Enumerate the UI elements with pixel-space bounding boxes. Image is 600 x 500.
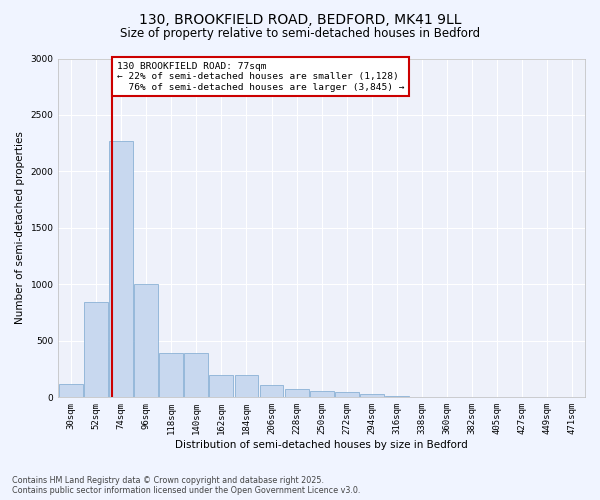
Y-axis label: Number of semi-detached properties: Number of semi-detached properties: [15, 132, 25, 324]
Bar: [285, 389, 308, 398]
Bar: [109, 141, 133, 398]
Bar: [385, 396, 409, 398]
Bar: [160, 354, 183, 398]
Bar: [260, 386, 283, 398]
Bar: [360, 394, 384, 398]
Bar: [84, 302, 108, 398]
Bar: [209, 376, 233, 398]
Text: Size of property relative to semi-detached houses in Bedford: Size of property relative to semi-detach…: [120, 28, 480, 40]
Text: 130 BROOKFIELD ROAD: 77sqm
← 22% of semi-detached houses are smaller (1,128)
  7: 130 BROOKFIELD ROAD: 77sqm ← 22% of semi…: [117, 62, 404, 92]
Bar: [335, 392, 359, 398]
Bar: [235, 376, 259, 398]
Bar: [184, 354, 208, 398]
Text: 130, BROOKFIELD ROAD, BEDFORD, MK41 9LL: 130, BROOKFIELD ROAD, BEDFORD, MK41 9LL: [139, 12, 461, 26]
Bar: [59, 384, 83, 398]
Bar: [134, 284, 158, 398]
X-axis label: Distribution of semi-detached houses by size in Bedford: Distribution of semi-detached houses by …: [175, 440, 468, 450]
Text: Contains HM Land Registry data © Crown copyright and database right 2025.
Contai: Contains HM Land Registry data © Crown c…: [12, 476, 361, 495]
Bar: [310, 390, 334, 398]
